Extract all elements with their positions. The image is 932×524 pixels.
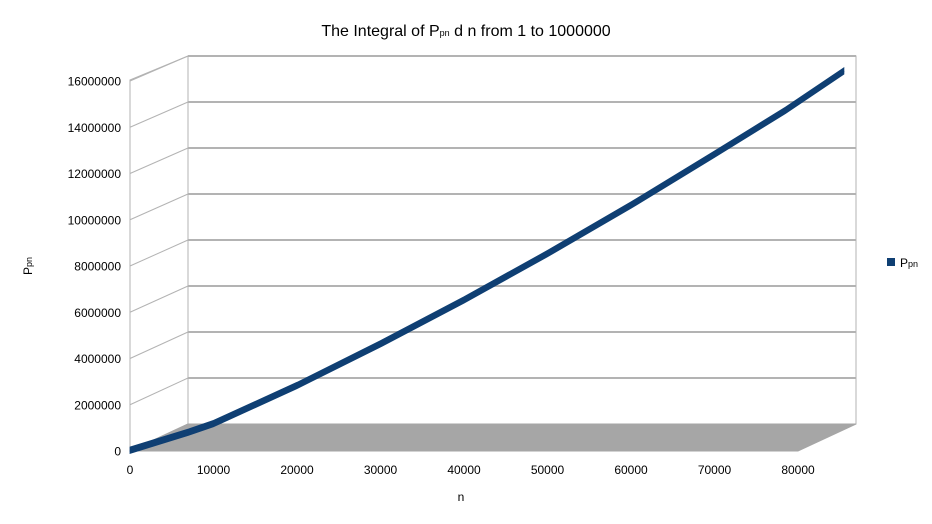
series-point (714, 154, 715, 156)
x-tick-label: 70000 (698, 463, 732, 477)
series-point (213, 423, 214, 425)
x-tick-label: 20000 (280, 463, 314, 477)
x-tick-labels: 0 10000 20000 30000 40000 50000 60000 70000 8000… (127, 463, 815, 477)
legend-label: Ppn (900, 256, 918, 270)
y-tick-label: 16000000 (68, 75, 122, 89)
y-tick-label: 2000000 (74, 398, 121, 412)
series-point (187, 432, 189, 434)
series-point (785, 110, 786, 112)
series-ribbon (129, 67, 845, 454)
y-tick-label: 14000000 (68, 121, 122, 135)
y-tick-label: 10000000 (68, 213, 122, 227)
gridlines (129, 55, 856, 406)
gridline-side (129, 377, 189, 406)
gridline-side (129, 331, 189, 359)
series-point (843, 71, 845, 73)
series-point (296, 385, 298, 387)
gridline-side (129, 285, 189, 313)
x-tick-label: 50000 (531, 463, 565, 477)
x-tick-label: 40000 (447, 463, 481, 477)
gridline-side (129, 147, 189, 174)
x-axis-title: n (458, 490, 465, 504)
series-point (380, 344, 381, 346)
y-tick-label: 8000000 (74, 260, 121, 274)
series-layer (129, 67, 845, 454)
gridline-side (129, 101, 189, 128)
y-tick-label: 4000000 (74, 352, 121, 366)
y-axis-title: Ppn (21, 257, 35, 275)
y-tick-label: 12000000 (68, 167, 122, 181)
series-point (547, 253, 548, 255)
gridline-side (129, 193, 189, 221)
x-tick-label: 60000 (614, 463, 648, 477)
y-tick-label: 0 (114, 445, 121, 459)
x-tick-label: 80000 (781, 463, 815, 477)
legend: Ppn (887, 256, 918, 270)
x-tick-label: 0 (127, 463, 134, 477)
series-point (463, 300, 465, 302)
chart-title: The Integral of Ppn d n from 1 to 100000… (321, 23, 610, 40)
series-point (129, 450, 131, 452)
plot-frame (129, 55, 857, 452)
x-tick-label: 10000 (197, 463, 231, 477)
gridline-side (129, 55, 189, 82)
y-tick-labels: 0 2000000 4000000 6000000 8000000 10000000 120… (68, 75, 122, 459)
y-tick-label: 6000000 (74, 306, 121, 320)
series-point (630, 205, 632, 207)
gridline-side (129, 239, 189, 267)
floor (129, 423, 857, 452)
legend-swatch (887, 258, 895, 266)
x-tick-label: 30000 (364, 463, 398, 477)
